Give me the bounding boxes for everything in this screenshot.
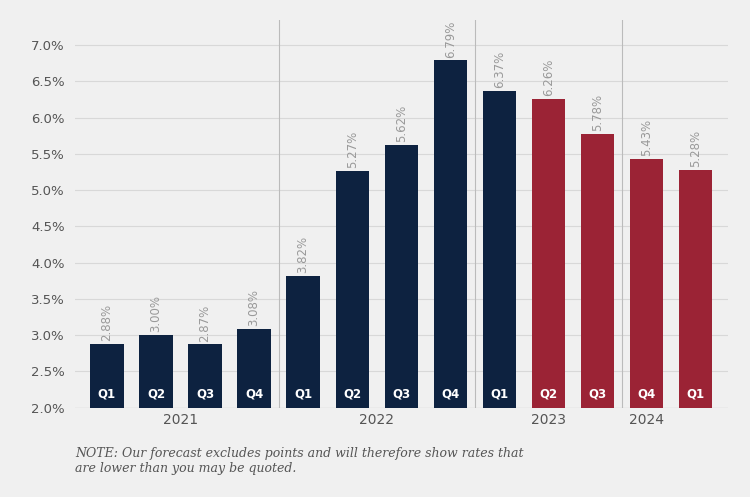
Text: 2.88%: 2.88% — [100, 304, 113, 341]
Bar — [188, 344, 222, 408]
Text: Q3: Q3 — [589, 387, 607, 400]
Bar — [335, 170, 369, 408]
Bar — [238, 330, 271, 408]
Text: Q4: Q4 — [245, 387, 263, 400]
Text: Q1: Q1 — [686, 387, 705, 400]
Text: Q1: Q1 — [294, 387, 312, 400]
Text: 2024: 2024 — [629, 413, 664, 426]
Text: Q1: Q1 — [490, 387, 508, 400]
Bar — [140, 335, 172, 408]
Text: Q4: Q4 — [638, 387, 656, 400]
Bar — [580, 134, 614, 408]
Text: 2023: 2023 — [531, 413, 566, 426]
Text: 2021: 2021 — [163, 413, 198, 426]
Text: 6.37%: 6.37% — [493, 51, 506, 88]
Text: Q3: Q3 — [196, 387, 214, 400]
Text: 6.79%: 6.79% — [444, 20, 457, 58]
Bar — [483, 91, 516, 408]
Text: 5.43%: 5.43% — [640, 119, 653, 156]
Text: Q4: Q4 — [441, 387, 460, 400]
Bar — [90, 344, 124, 408]
Text: Q1: Q1 — [98, 387, 116, 400]
Bar — [433, 61, 467, 408]
Text: Q3: Q3 — [392, 387, 410, 400]
Text: Q2: Q2 — [539, 387, 557, 400]
Text: 3.00%: 3.00% — [149, 295, 163, 332]
Bar — [630, 159, 663, 408]
Text: Q2: Q2 — [147, 387, 165, 400]
Text: 2.87%: 2.87% — [199, 304, 211, 341]
Text: 3.08%: 3.08% — [248, 289, 260, 327]
Text: 3.82%: 3.82% — [297, 236, 310, 273]
Text: 5.78%: 5.78% — [591, 93, 604, 131]
Bar — [532, 99, 565, 408]
Text: 2022: 2022 — [359, 413, 394, 426]
Text: Q2: Q2 — [344, 387, 362, 400]
Bar — [385, 145, 418, 408]
Text: 5.62%: 5.62% — [394, 105, 408, 142]
Text: 6.26%: 6.26% — [542, 59, 555, 96]
Bar — [679, 170, 712, 408]
Text: 5.28%: 5.28% — [689, 130, 702, 167]
Text: 5.27%: 5.27% — [346, 130, 358, 167]
Bar — [286, 276, 320, 408]
Text: NOTE: Our forecast excludes points and will therefore show rates that
are lower : NOTE: Our forecast excludes points and w… — [75, 447, 524, 475]
